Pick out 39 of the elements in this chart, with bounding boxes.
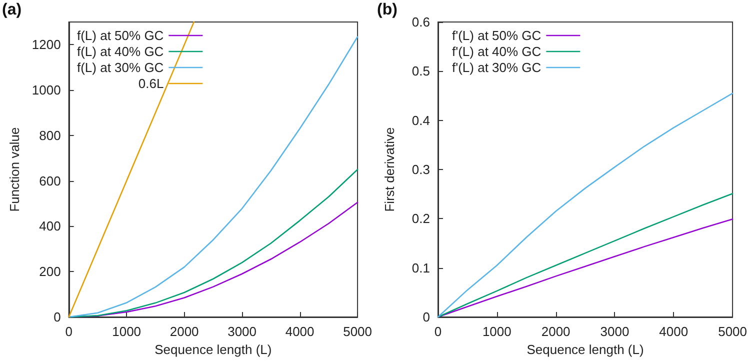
x-tick-label: 5000 [718, 324, 747, 339]
legend-label: f(L) at 30% GC [76, 60, 164, 75]
x-tick-label: 1000 [112, 324, 142, 339]
y-tick-label: 0.3 [412, 162, 430, 177]
x-tick-label: 4000 [285, 324, 314, 339]
legend-label: f(L) at 40% GC [76, 44, 164, 59]
x-tick-label: 5000 [343, 324, 372, 339]
x-tick-label: 2000 [541, 324, 570, 339]
legend-label: f(L) at 50% GC [76, 28, 164, 43]
text: (b) [377, 2, 398, 18]
y-tick-label: 600 [39, 173, 61, 188]
legend-label: f'(L) at 30% GC [452, 60, 542, 75]
y-tick-label: 0.4 [412, 112, 430, 128]
x-tick-label: 3000 [600, 324, 630, 339]
x-tick-label: 3000 [228, 324, 257, 339]
x-tick-label: 0 [434, 324, 442, 339]
legend-label: f'(L) at 40% GC [452, 44, 542, 59]
y-tick-label: 0.1 [412, 260, 430, 276]
text: (a) [2, 2, 22, 18]
y-tick-label: 400 [39, 218, 61, 234]
x-tick-label: 1000 [482, 324, 512, 339]
x-tick-label: 2000 [170, 324, 199, 339]
y-tick-label: 0.5 [412, 64, 430, 79]
x-tick-label: 4000 [659, 324, 688, 339]
y-tick-label: 0.6 [412, 14, 430, 30]
y-axis-title: Function value [7, 127, 22, 212]
x-axis-title: Sequence length (L) [154, 342, 272, 357]
y-axis-title: First derivative [382, 127, 397, 212]
x-tick-label: 0 [65, 324, 72, 339]
legend-label: f'(L) at 50% GC [452, 28, 542, 43]
y-tick-label: 800 [39, 128, 61, 143]
y-tick-label: 0.2 [412, 211, 430, 226]
y-tick-label: 0 [422, 310, 430, 324]
y-tick-label: 200 [39, 264, 61, 280]
y-tick-label: 1000 [32, 82, 61, 98]
legend-label: 0.6L [138, 76, 164, 91]
y-tick-label: 0 [54, 310, 61, 324]
y-tick-label: 1200 [32, 37, 61, 52]
x-axis-title: Sequence length (L) [526, 342, 644, 357]
